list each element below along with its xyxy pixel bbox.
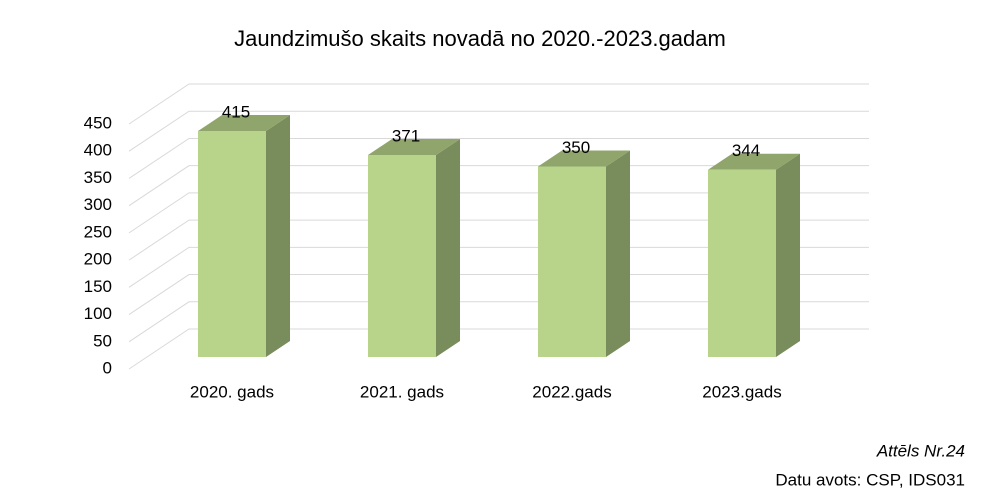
bar [538, 150, 630, 357]
bar [198, 115, 290, 357]
bar-side [436, 139, 460, 357]
y-tick-label: 150 [84, 277, 112, 296]
grid-line [128, 83, 869, 125]
x-tick-label: 2022.gads [532, 382, 611, 401]
y-tick-label: 50 [93, 331, 112, 350]
x-tick-label: 2021. gads [360, 382, 444, 401]
bar-top [538, 150, 630, 167]
x-tick-label: 2020. gads [190, 382, 274, 401]
bar-side [266, 115, 290, 357]
bar-top [708, 153, 800, 170]
grid-line [128, 301, 869, 343]
bar-front [708, 169, 776, 357]
bar-top [368, 139, 460, 156]
bar [368, 139, 460, 357]
y-tick-label: 250 [84, 222, 112, 241]
grid-line [128, 328, 869, 370]
y-tick-label: 350 [84, 168, 112, 187]
source-note: Datu avots: CSP, IDS031 [775, 470, 965, 489]
bar-side [606, 150, 630, 357]
grid-line [128, 274, 869, 315]
y-tick-label: 400 [84, 141, 112, 160]
y-tick-label: 450 [84, 113, 112, 132]
value-label: 415 [222, 103, 250, 122]
value-label: 371 [392, 126, 420, 145]
grid-line [128, 110, 869, 152]
bar-front [198, 131, 266, 357]
grid-line [128, 137, 869, 179]
y-tick-label: 300 [84, 195, 112, 214]
y-tick-label: 100 [84, 304, 112, 323]
bar-top [198, 115, 290, 132]
grid-line [128, 219, 869, 261]
grid-line [128, 246, 869, 288]
value-label: 350 [562, 138, 590, 157]
bar-front [538, 166, 606, 357]
x-tick-label: 2023.gads [702, 382, 781, 401]
y-tick-label: 200 [84, 250, 112, 269]
bar-front [368, 155, 436, 357]
grid-line [128, 192, 869, 234]
y-tick-label: 0 [103, 358, 112, 377]
figure-label: Attēls Nr.24 [876, 441, 965, 460]
bar-side [776, 153, 800, 357]
value-label: 344 [732, 141, 760, 160]
grid-line [128, 165, 869, 207]
bar [708, 153, 800, 357]
chart-title: Jaundzimušo skaits novadā no 2020.-2023.… [234, 26, 726, 51]
